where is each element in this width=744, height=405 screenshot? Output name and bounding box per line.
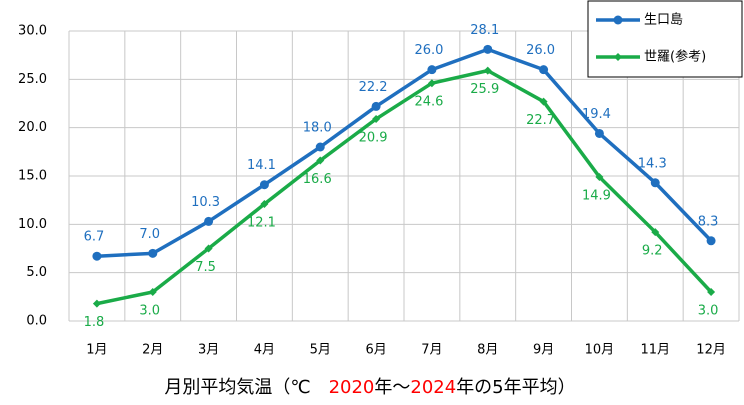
data-label: 22.7 bbox=[526, 113, 555, 128]
x-tick-label: 2月 bbox=[142, 343, 163, 358]
data-label: 8.3 bbox=[698, 214, 719, 229]
legend-label: 生口島 bbox=[644, 13, 683, 28]
marker bbox=[427, 79, 436, 88]
legend-marker bbox=[614, 53, 622, 61]
x-tick-label: 8月 bbox=[477, 343, 498, 358]
data-label: 24.6 bbox=[414, 95, 443, 110]
marker bbox=[539, 65, 549, 75]
data-label: 10.3 bbox=[191, 195, 220, 210]
marker bbox=[372, 114, 381, 123]
data-label: 16.6 bbox=[303, 172, 332, 187]
y-tick-label: 30.0 bbox=[18, 24, 47, 39]
chart-title: 月別平均気温（℃ 2020年～2024年の5年平均） bbox=[164, 377, 575, 398]
data-label: 1.8 bbox=[84, 315, 105, 330]
x-tick-label: 10月 bbox=[585, 343, 615, 358]
x-tick-label: 3月 bbox=[198, 343, 219, 358]
marker bbox=[204, 216, 214, 226]
data-label: 22.2 bbox=[359, 80, 388, 95]
marker bbox=[483, 66, 492, 75]
y-tick-label: 0.0 bbox=[26, 314, 47, 329]
title-part: 2020 bbox=[329, 377, 375, 398]
x-tick-label: 11月 bbox=[640, 343, 670, 358]
marker bbox=[92, 299, 101, 308]
y-tick-label: 15.0 bbox=[18, 169, 47, 184]
x-tick-label: 7月 bbox=[421, 343, 442, 358]
y-tick-label: 10.0 bbox=[18, 217, 47, 232]
marker bbox=[706, 236, 716, 246]
marker bbox=[259, 180, 269, 190]
marker bbox=[650, 178, 660, 188]
legend-box bbox=[587, 0, 743, 78]
y-tick-label: 5.0 bbox=[26, 265, 47, 280]
title-part: 年～ bbox=[374, 377, 410, 398]
series-line bbox=[96, 47, 713, 258]
title-part: 2024 bbox=[410, 377, 456, 398]
data-label: 14.3 bbox=[638, 156, 667, 171]
data-label: 9.2 bbox=[642, 244, 663, 259]
y-tick-label: 20.0 bbox=[18, 120, 47, 135]
x-tick-label: 1月 bbox=[86, 343, 107, 358]
x-tick-label: 4月 bbox=[254, 343, 275, 358]
data-label: 26.0 bbox=[414, 43, 443, 58]
data-label: 3.0 bbox=[139, 304, 160, 319]
y-tick-label: 25.0 bbox=[18, 72, 47, 87]
legend-marker bbox=[613, 15, 623, 25]
x-tick-label: 6月 bbox=[365, 343, 386, 358]
marker bbox=[707, 288, 716, 296]
data-label: 18.0 bbox=[303, 121, 332, 136]
data-label: 12.1 bbox=[247, 216, 276, 231]
legend-label: 世羅(参考) bbox=[644, 49, 706, 65]
data-label: 26.0 bbox=[526, 43, 555, 58]
marker bbox=[315, 142, 325, 152]
marker bbox=[92, 251, 102, 261]
data-label: 20.9 bbox=[359, 130, 388, 145]
data-label: 14.1 bbox=[247, 158, 276, 173]
marker bbox=[483, 44, 493, 54]
data-label: 7.5 bbox=[195, 260, 216, 275]
series-line bbox=[96, 68, 713, 306]
marker bbox=[427, 65, 437, 75]
data-label: 14.9 bbox=[582, 188, 611, 203]
data-label: 6.7 bbox=[84, 230, 105, 245]
marker bbox=[594, 128, 604, 138]
x-tick-label: 9月 bbox=[533, 343, 554, 358]
data-label: 25.9 bbox=[470, 82, 499, 97]
marker bbox=[595, 172, 604, 181]
data-label: 19.4 bbox=[582, 107, 611, 122]
marker bbox=[651, 228, 660, 237]
marker bbox=[260, 200, 269, 209]
data-label: 28.1 bbox=[470, 23, 499, 38]
marker bbox=[148, 248, 158, 258]
marker bbox=[148, 288, 157, 296]
marker bbox=[371, 101, 381, 111]
title-part: 月別平均気温（℃ bbox=[164, 377, 328, 398]
title-part: 年の5年平均） bbox=[456, 377, 575, 398]
data-label: 3.0 bbox=[698, 304, 719, 319]
x-tick-label: 5月 bbox=[310, 343, 331, 358]
marker bbox=[316, 156, 325, 165]
data-label: 7.0 bbox=[139, 227, 160, 242]
x-tick-label: 12月 bbox=[696, 343, 726, 358]
marker bbox=[204, 244, 213, 253]
marker bbox=[539, 97, 548, 106]
